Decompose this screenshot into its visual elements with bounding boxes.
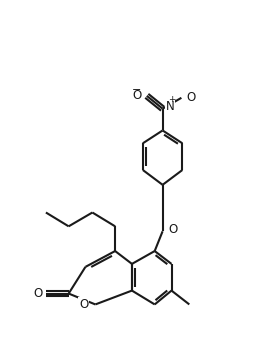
Text: O: O: [186, 91, 196, 104]
Text: +: +: [168, 95, 176, 104]
Text: O: O: [133, 89, 142, 102]
Text: O: O: [33, 287, 42, 300]
Text: O: O: [168, 223, 177, 236]
Text: O: O: [79, 298, 88, 311]
Text: −: −: [132, 84, 141, 95]
Text: N: N: [166, 100, 174, 113]
